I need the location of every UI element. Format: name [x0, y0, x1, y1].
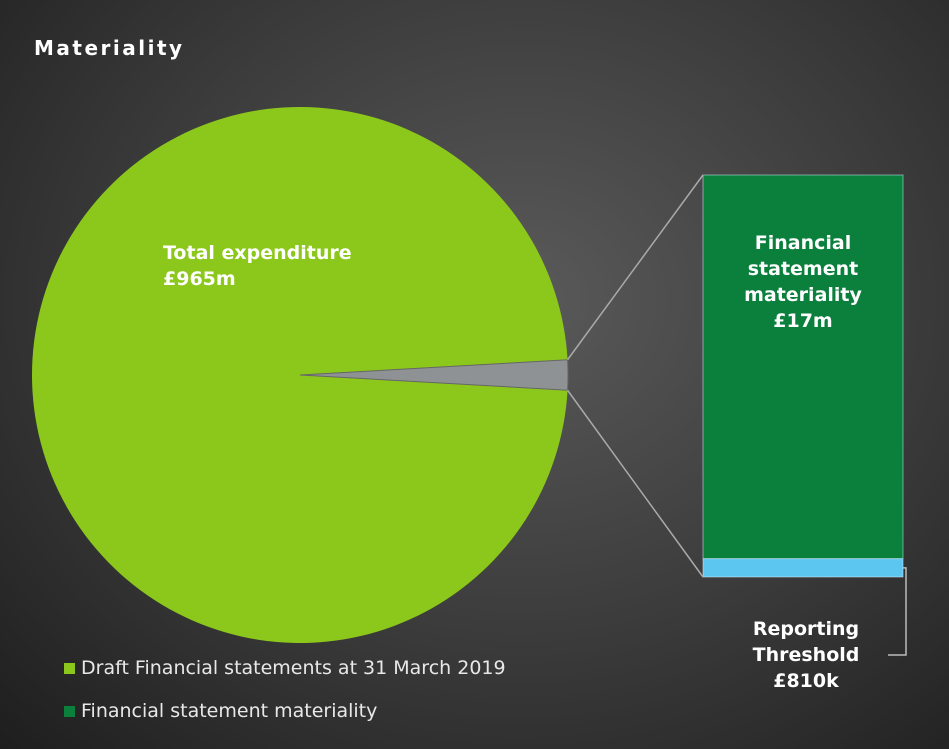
bar-segment [702, 558, 904, 578]
bar-segment [702, 174, 904, 560]
pie-slice-other [299, 359, 569, 391]
chart-title: Materiality [34, 36, 185, 60]
connector-line [566, 174, 704, 361]
pie-slice [31, 106, 568, 643]
connector-line [566, 389, 704, 578]
segment-label: Financial statement materiality [744, 232, 862, 306]
legend-label: Financial statement materiality [81, 700, 378, 722]
slice-value-label: £965m [163, 268, 236, 290]
legend-swatch [64, 705, 75, 717]
segment-value-label: £810k [773, 670, 839, 692]
legend-item: Financial statement materiality [64, 700, 377, 722]
legend-swatch [64, 662, 75, 674]
legend-item: Draft Financial statements at 31 March 2… [64, 657, 506, 679]
segment-value-label: £17m [773, 310, 833, 332]
segment-label: Reporting Threshold [752, 618, 860, 666]
leader-line [888, 567, 907, 656]
legend-label: Draft Financial statements at 31 March 2… [81, 657, 506, 679]
slice-label: Total expenditure [163, 242, 352, 264]
